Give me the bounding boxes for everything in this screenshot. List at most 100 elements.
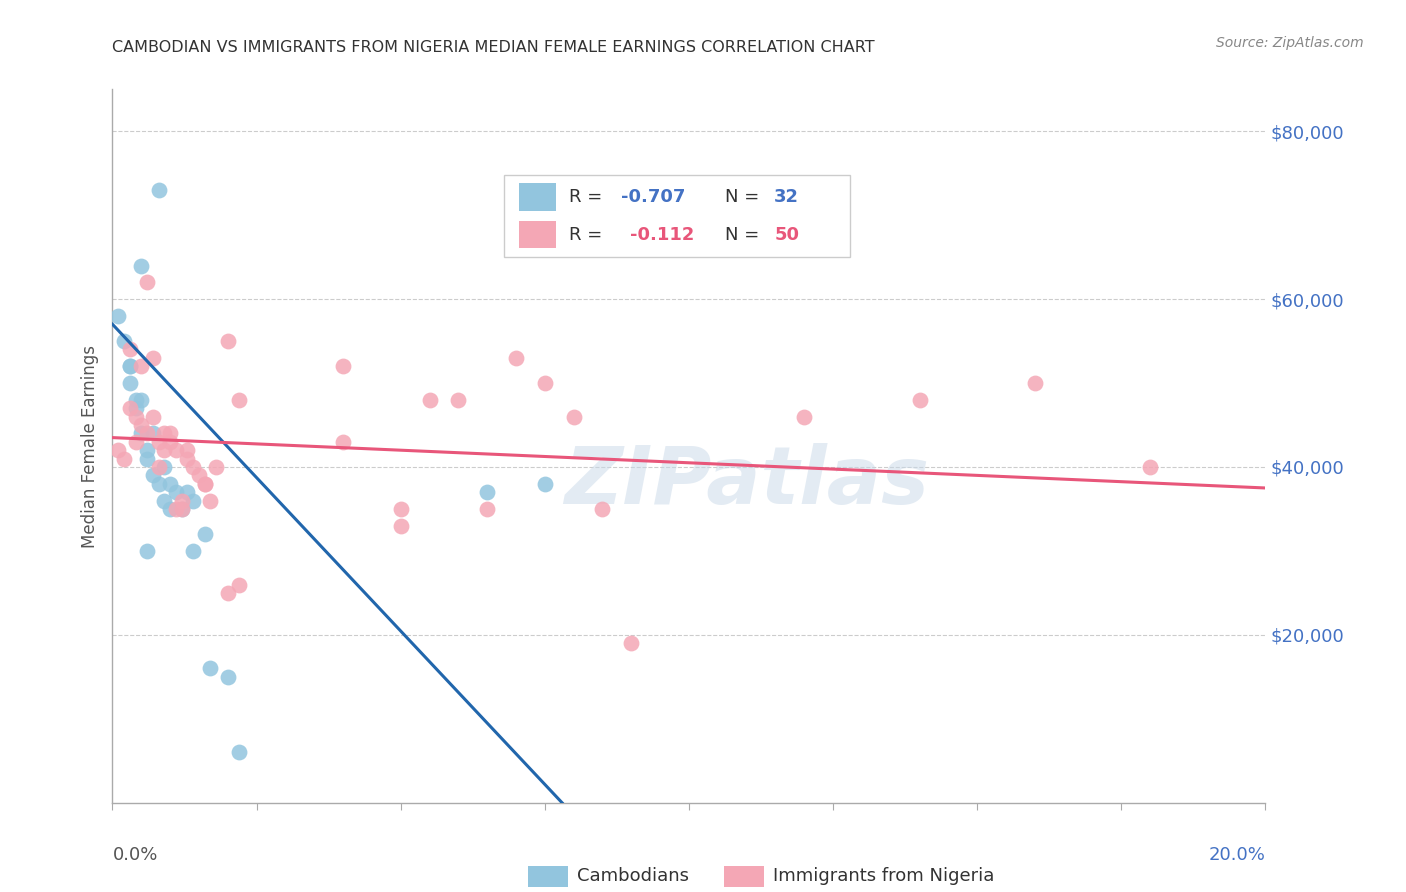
Point (332, 434, 354, 449)
Point (188, 468, 211, 483)
Text: 0.0%: 0.0% (112, 846, 157, 863)
Point (142, 409, 165, 424)
Text: Source: ZipAtlas.com: Source: ZipAtlas.com (1216, 36, 1364, 50)
Point (165, 485, 187, 500)
FancyBboxPatch shape (505, 175, 851, 257)
Point (170, 493, 193, 508)
Point (118, 343, 141, 357)
Point (129, 259, 153, 273)
Point (620, 636, 643, 650)
Point (118, 401, 141, 416)
Point (136, 443, 159, 458)
Point (153, 460, 176, 475)
Point (447, 392, 470, 407)
Point (592, 502, 614, 516)
Point (505, 351, 527, 365)
Point (124, 434, 146, 449)
Text: R =: R = (569, 227, 614, 244)
Point (148, 460, 170, 475)
Point (205, 460, 228, 475)
Text: Cambodians: Cambodians (576, 867, 689, 885)
Point (129, 359, 153, 374)
Point (148, 434, 170, 449)
Text: N =: N = (724, 227, 765, 244)
Text: CAMBODIAN VS IMMIGRANTS FROM NIGERIA MEDIAN FEMALE EARNINGS CORRELATION CHART: CAMBODIAN VS IMMIGRANTS FROM NIGERIA MED… (112, 40, 875, 55)
Bar (519, 221, 557, 248)
Point (129, 417, 153, 432)
Point (228, 746, 250, 760)
Point (534, 376, 557, 390)
Point (170, 502, 193, 516)
Point (908, 392, 931, 407)
Point (228, 392, 250, 407)
Text: N =: N = (724, 188, 765, 206)
Point (332, 359, 354, 374)
Point (217, 586, 239, 600)
Point (124, 392, 146, 407)
Point (170, 502, 193, 516)
Point (165, 443, 187, 458)
Point (153, 443, 176, 458)
Point (217, 334, 239, 348)
Point (228, 577, 250, 591)
Point (148, 183, 170, 197)
Point (112, 334, 135, 348)
Point (165, 502, 187, 516)
Point (107, 309, 129, 323)
Point (176, 485, 198, 500)
Point (159, 434, 181, 449)
Point (181, 544, 204, 558)
Text: 50: 50 (775, 227, 799, 244)
Point (142, 351, 165, 365)
Point (475, 502, 499, 516)
Point (200, 493, 222, 508)
Point (153, 426, 176, 441)
Point (107, 443, 129, 458)
Text: 20.0%: 20.0% (1209, 846, 1265, 863)
Point (194, 476, 217, 491)
Point (1139, 460, 1161, 475)
Point (389, 518, 412, 533)
Point (419, 392, 441, 407)
Text: 32: 32 (775, 188, 799, 206)
Point (389, 502, 412, 516)
Point (217, 670, 239, 684)
Text: -0.112: -0.112 (630, 227, 695, 244)
Y-axis label: Median Female Earnings: Median Female Earnings (80, 344, 98, 548)
Point (159, 502, 181, 516)
Bar (724, 865, 763, 887)
Point (118, 359, 141, 374)
Text: Immigrants from Nigeria: Immigrants from Nigeria (773, 867, 994, 885)
Point (159, 476, 181, 491)
Point (181, 460, 204, 475)
Point (124, 409, 146, 424)
Text: -0.707: -0.707 (621, 188, 685, 206)
Point (142, 468, 165, 483)
Bar (519, 184, 557, 211)
Bar (527, 865, 568, 887)
Point (148, 476, 170, 491)
Point (129, 426, 153, 441)
Point (118, 359, 141, 374)
Point (176, 451, 198, 466)
Point (194, 476, 217, 491)
Point (1024, 376, 1046, 390)
Point (142, 426, 165, 441)
Point (562, 409, 585, 424)
Point (136, 426, 159, 441)
Point (124, 401, 146, 416)
Text: R =: R = (569, 188, 607, 206)
Text: ZIPatlas: ZIPatlas (564, 442, 929, 521)
Point (194, 527, 217, 541)
Point (200, 661, 222, 675)
Point (793, 409, 815, 424)
Point (475, 485, 499, 500)
Point (534, 476, 557, 491)
Point (159, 426, 181, 441)
Point (136, 275, 159, 289)
Point (129, 392, 153, 407)
Point (181, 493, 204, 508)
Point (136, 544, 159, 558)
Point (118, 376, 141, 390)
Point (153, 493, 176, 508)
